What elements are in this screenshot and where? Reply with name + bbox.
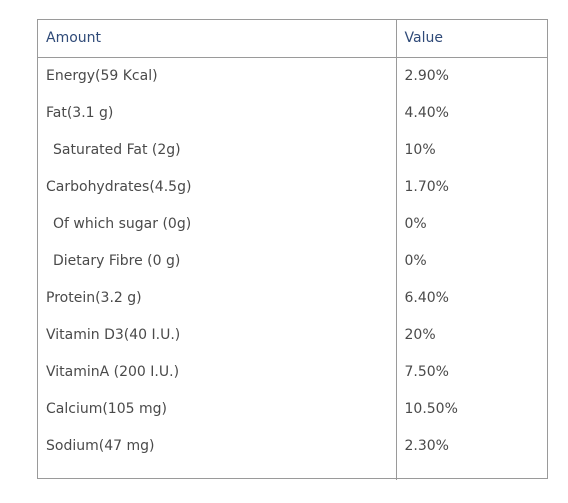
nutrient-label: Protein(3.2 g)	[38, 279, 397, 316]
nutrition-table: Amount Value Energy(59 Kcal) 2.90% Fat(3.1…	[38, 20, 547, 480]
table-row: Carbohydrates(4.5g) 1.70%	[38, 168, 547, 205]
nutrient-value: 2.90%	[404, 67, 449, 84]
table-row: Energy(59 Kcal) 2.90%	[38, 57, 547, 94]
table-filler-row	[38, 464, 547, 480]
header-amount: Amount	[38, 20, 397, 58]
table-row: Fat(3.1 g) 4.40%	[38, 94, 547, 131]
nutrient-label: VitaminA (200 I.U.)	[38, 353, 397, 390]
nutrient-label: Sodium(47 mg)	[38, 427, 397, 464]
nutrient-value: 7.50%	[404, 363, 449, 380]
nutrient-value: 20%	[404, 326, 436, 343]
table-row: Saturated Fat (2g) 10%	[38, 131, 547, 168]
nutrient-label: Of which sugar (0g)	[38, 205, 397, 242]
nutrient-value: 0%	[404, 215, 427, 232]
filler-cell	[396, 464, 547, 480]
nutrient-value: 10.50%	[404, 400, 458, 417]
nutrient-label: Saturated Fat (2g)	[38, 131, 397, 168]
nutrient-label: Carbohydrates(4.5g)	[38, 168, 397, 205]
nutrient-label: Energy(59 Kcal)	[38, 57, 397, 94]
nutrient-label: Fat(3.1 g)	[38, 94, 397, 131]
nutrient-value: 1.70%	[404, 178, 449, 195]
table-row: Calcium(105 mg) 10.50%	[38, 390, 547, 427]
nutrition-table-container: Amount Value Energy(59 Kcal) 2.90% Fat(3.1…	[37, 19, 548, 480]
table-row: Protein(3.2 g) 6.40%	[38, 279, 547, 316]
nutrient-value: 6.40%	[404, 289, 449, 306]
filler-cell	[38, 464, 397, 480]
table-body: Energy(59 Kcal) 2.90% Fat(3.1 g) 4.40% Satur…	[38, 57, 547, 480]
table-row: Dietary Fibre (0 g) 0%	[38, 242, 547, 279]
nutrient-value: 2.30%	[404, 437, 449, 454]
nutrient-label: Vitamin D3(40 I.U.)	[38, 316, 397, 353]
table-row: Sodium(47 mg) 2.30%	[38, 427, 547, 464]
table-row: Vitamin D3(40 I.U.) 20%	[38, 316, 547, 353]
nutrient-value: 0%	[404, 252, 427, 269]
nutrient-label: Calcium(105 mg)	[38, 390, 397, 427]
table-row: VitaminA (200 I.U.) 7.50%	[38, 353, 547, 390]
nutrient-label: Dietary Fibre (0 g)	[38, 242, 397, 279]
nutrient-value: 4.40%	[404, 104, 449, 121]
table-row: Of which sugar (0g) 0%	[38, 205, 547, 242]
header-value: Value	[396, 20, 547, 58]
nutrient-value: 10%	[404, 141, 436, 158]
table-header-row: Amount Value	[38, 20, 547, 58]
